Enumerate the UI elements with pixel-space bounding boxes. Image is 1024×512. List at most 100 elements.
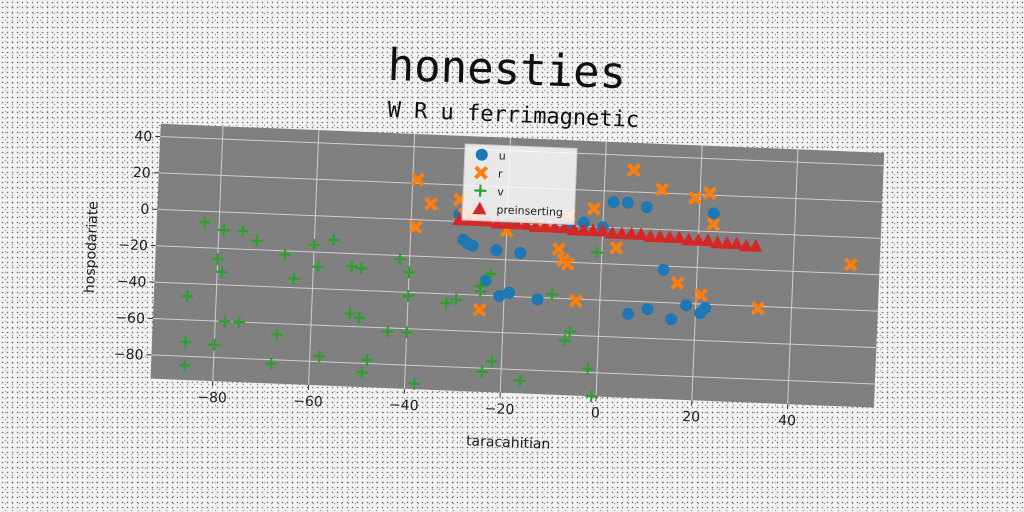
legend-marker-r [473,165,489,180]
data-point-v [475,365,488,378]
data-point-v [327,234,340,247]
data-point-v [198,216,211,229]
data-point-v [345,260,358,273]
y-tick-label: −20 [118,237,148,254]
data-point-v [308,238,321,251]
legend-marker-u [475,148,488,161]
data-point-v [181,290,194,303]
data-point-r [750,301,766,316]
data-point-v [179,335,192,348]
x-tick-label: −80 [197,389,227,406]
data-point-preinserting [633,227,648,241]
data-point-v [400,326,413,339]
data-point-u [699,301,712,314]
data-point-r [693,287,708,303]
data-point-v [485,355,498,368]
data-point-v [591,246,604,259]
data-point-preinserting [509,216,524,230]
x-tick-label: −20 [484,401,514,418]
data-point-r [410,172,425,187]
data-point-u [657,263,670,276]
data-point-r [472,302,487,317]
x-tick-label: 40 [778,413,796,430]
data-points [178,163,858,403]
data-point-r [670,276,685,291]
data-point-v [361,353,374,366]
data-point-u [490,244,503,257]
data-point-preinserting [700,233,715,247]
legend-box [461,143,578,225]
data-point-u [531,293,544,306]
data-point-v [265,357,278,370]
data-point-preinserting [652,229,667,243]
data-point-v [408,377,421,390]
data-point-u [479,274,492,287]
data-point-preinserting [662,230,677,244]
data-point-v [474,285,487,298]
data-point-preinserting [614,226,629,240]
y-tick-label: 0 [140,202,150,218]
data-point-r [423,196,439,211]
data-point-preinserting [557,220,572,234]
data-point-r [551,242,566,257]
data-point-r [408,219,423,235]
y-tick-label: −60 [115,310,145,327]
data-point-v [393,253,407,266]
legend-label: v [497,185,505,198]
data-point-preinserting [528,219,543,233]
data-point-v [218,315,231,328]
data-point-preinserting [671,230,686,244]
data-point-preinserting [585,223,600,237]
data-point-r [654,182,670,197]
legend-marker-preinserting [472,201,487,215]
y-tick-label: 40 [134,128,152,145]
data-point-v [233,315,246,329]
data-point-v [563,325,576,338]
data-point-r [706,217,721,232]
data-point-u [457,233,470,246]
y-tick-label: −80 [114,346,144,363]
y-axis-label: hospodariate [82,201,102,294]
data-point-v [208,338,221,351]
data-point-preinserting [738,238,753,252]
data-point-v [381,325,394,338]
data-point-v [449,293,463,306]
data-point-v [313,350,326,363]
data-point-u [577,216,590,229]
plot-area: W R u ferrimagnetic −80 −60 −40 −20 0 20 40−80… [82,98,885,453]
data-point-preinserting [538,219,553,233]
data-point-preinserting [748,239,763,252]
x-axis-label: taracahitian [466,433,551,452]
data-point-r [586,201,602,216]
data-point-u [640,201,653,214]
data-point-r [568,293,583,308]
data-point-preinserting [490,215,505,229]
x-tick-label: −60 [293,393,323,410]
data-point-u [607,196,620,209]
y-gridline [155,245,880,276]
data-point-preinserting [451,212,466,226]
data-point-preinserting [499,216,514,230]
data-point-preinserting [719,236,734,250]
data-point-u [514,247,527,260]
data-point-r [688,191,703,206]
data-point-preinserting [691,233,706,247]
data-point-preinserting [624,226,639,240]
data-point-preinserting [729,236,744,250]
data-point-v [343,307,356,320]
legend-label: r [498,167,504,180]
data-point-v [178,359,191,372]
data-point-r [843,257,858,272]
data-point-preinserting [595,223,610,237]
data-point-v [581,362,594,375]
data-point-u [680,299,693,312]
data-point-v [271,328,284,341]
data-point-v [484,267,497,280]
data-point-preinserting [576,223,591,236]
data-point-v [279,248,292,261]
data-point-r [560,257,575,272]
data-point-preinserting [547,220,562,233]
x-gridline [308,130,320,385]
legend-label: u [498,149,506,162]
axis-ticks: −80 −60 −40 −20 0 20 40 −80 −60 −40 −20 0 20 40 [114,128,797,430]
